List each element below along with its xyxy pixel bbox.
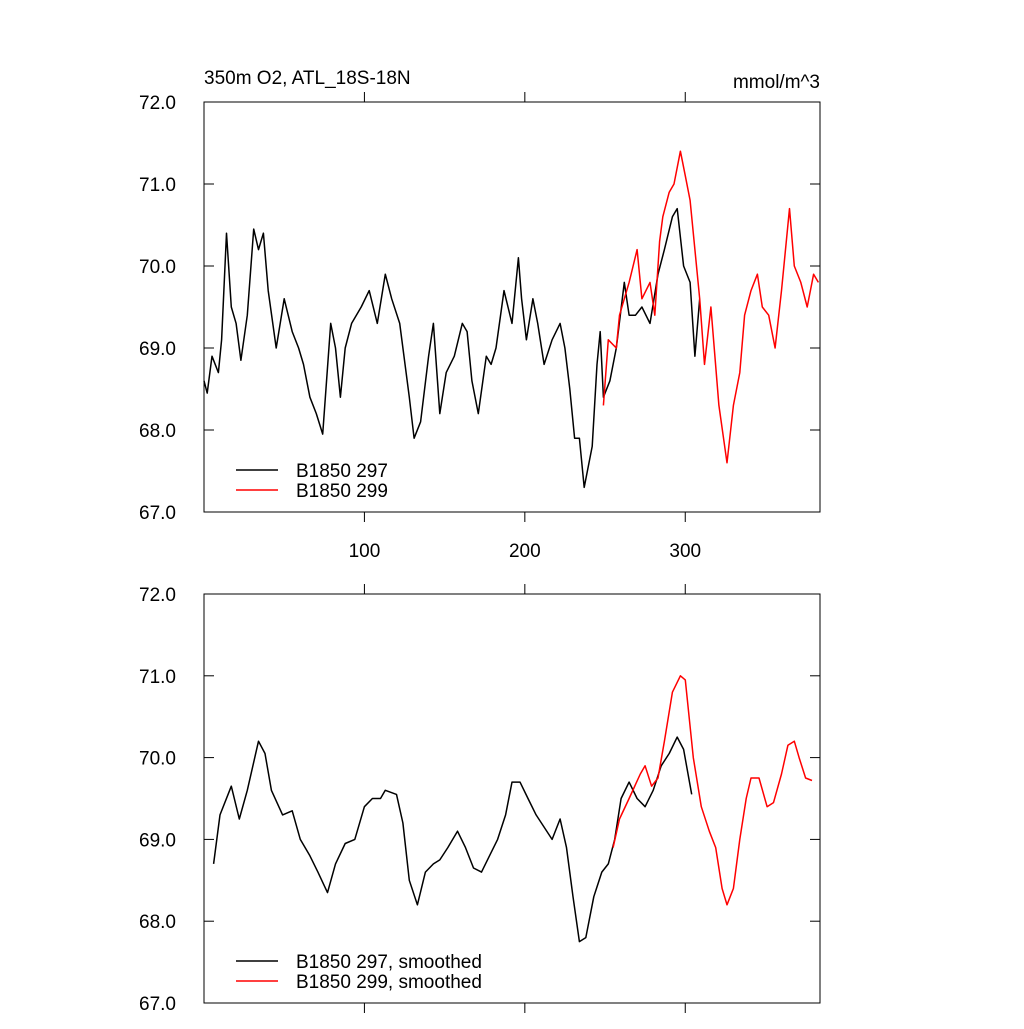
data-line [203, 207, 701, 489]
chart-title: 350m O2, ATL_18S-18N [204, 68, 411, 89]
x-tick-label: 200 [509, 541, 541, 562]
y-tick-label: 70.0 [139, 749, 176, 770]
y-tick-label: 67.0 [139, 503, 176, 524]
x-tick-label: 300 [669, 541, 701, 562]
y-tick-label: 68.0 [139, 421, 176, 442]
legend-label: B1850 297, smoothed [296, 952, 482, 973]
data-line [612, 675, 813, 906]
x-tick-label: 100 [349, 541, 381, 562]
plot-frame [203, 593, 821, 1004]
y-tick-label: 67.0 [139, 994, 176, 1015]
legend-label: B1850 299 [296, 481, 388, 502]
y-tick-label: 69.0 [139, 830, 176, 851]
y-tick-label: 70.0 [139, 257, 176, 278]
plot-frame [203, 101, 821, 513]
legend-label: B1850 297 [296, 461, 388, 482]
data-line [602, 150, 820, 464]
legend-label: B1850 299, smoothed [296, 972, 482, 993]
units-label: mmol/m^3 [733, 72, 820, 93]
y-tick-label: 72.0 [139, 585, 176, 606]
y-tick-label: 68.0 [139, 912, 176, 933]
y-tick-label: 71.0 [139, 667, 176, 688]
y-tick-label: 69.0 [139, 339, 176, 360]
y-tick-label: 72.0 [139, 93, 176, 114]
data-line [212, 736, 693, 943]
y-tick-label: 71.0 [139, 175, 176, 196]
